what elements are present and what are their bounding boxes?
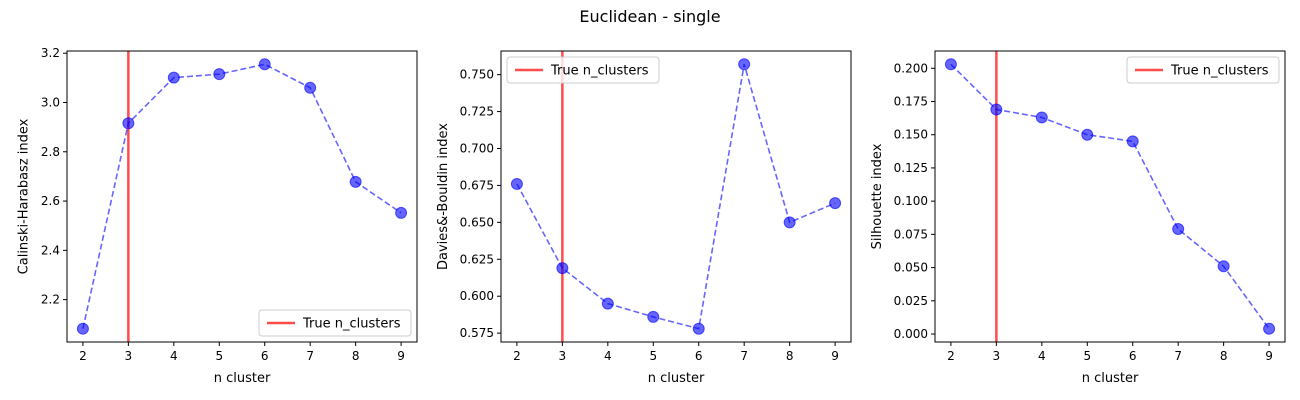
- x-tick-label: 6: [695, 349, 703, 363]
- x-tick-label: 7: [306, 349, 314, 363]
- x-tick-label: 8: [786, 349, 794, 363]
- legend: True n_clusters: [506, 56, 660, 84]
- data-point: [1263, 322, 1276, 335]
- legend-box: [258, 309, 412, 337]
- data-point: [213, 68, 226, 81]
- x-tick-label: 9: [1265, 349, 1273, 363]
- plot-area-frame: [66, 50, 418, 343]
- data-point: [738, 58, 751, 71]
- x-axis-label: n cluster: [648, 371, 705, 386]
- y-tick-label: 0.700: [460, 141, 494, 155]
- y-axis-label: Davies&-Bouldin index: [436, 123, 451, 270]
- x-tick-label: 3: [125, 349, 133, 363]
- x-tick-label: 7: [740, 349, 748, 363]
- plot-area-frame: [934, 50, 1286, 343]
- x-tick-label: 6: [1129, 349, 1137, 363]
- x-axis-label: n cluster: [1082, 371, 1139, 386]
- x-tick-label: 7: [1174, 349, 1182, 363]
- data-point: [304, 81, 317, 94]
- y-tick-label: 0.650: [460, 215, 494, 229]
- data-point: [1035, 111, 1048, 124]
- x-tick-label: 3: [559, 349, 567, 363]
- legend-box: [1126, 56, 1280, 84]
- x-tick-label: 5: [649, 349, 657, 363]
- x-tick-label: 9: [831, 349, 839, 363]
- series-line: [950, 63, 1270, 330]
- y-tick-label: 0.100: [894, 194, 928, 208]
- y-tick-label: 2.2: [41, 293, 60, 307]
- y-tick-label: 0.675: [460, 178, 494, 192]
- x-tick-label: 2: [947, 349, 955, 363]
- y-tick-label: 0.175: [894, 94, 928, 108]
- data-point: [556, 262, 569, 275]
- data-point: [349, 175, 362, 188]
- series-line: [516, 64, 836, 330]
- data-point: [258, 58, 271, 71]
- series-line: [82, 63, 402, 329]
- data-point: [1081, 128, 1094, 141]
- x-tick-label: 8: [1220, 349, 1228, 363]
- y-tick-label: 0.625: [460, 252, 494, 266]
- data-point: [783, 216, 796, 229]
- x-tick-label: 3: [993, 349, 1001, 363]
- x-tick-label: 5: [1083, 349, 1091, 363]
- data-point: [395, 206, 408, 219]
- data-point: [510, 177, 523, 190]
- y-tick-label: 3.0: [41, 95, 60, 109]
- y-axis-label: Calinski-Harabasz index: [16, 118, 31, 274]
- y-tick-label: 0.150: [894, 128, 928, 142]
- y-tick-label: 0.575: [460, 326, 494, 340]
- data-point: [167, 71, 180, 84]
- chart-panel-1: 2 3 4 5 6 7 8 9 2.2 2.4 2.6 2.8 3.0 3.2 n cluster Calin…: [16, 46, 418, 386]
- y-tick-label: 0.750: [460, 68, 494, 82]
- data-point: [990, 103, 1003, 116]
- figure-suptitle: Euclidean - single: [579, 7, 720, 26]
- y-tick-label: 0.075: [894, 227, 928, 241]
- y-tick-label: 0.125: [894, 161, 928, 175]
- data-point: [1172, 223, 1185, 236]
- legend: True n_clusters: [1126, 56, 1280, 84]
- x-tick-label: 4: [170, 349, 178, 363]
- data-point: [829, 197, 842, 210]
- x-tick-label: 8: [352, 349, 360, 363]
- chart-panel-3: 2 3 4 5 6 7 8 9 0.000 0.025 0.050 0.075 0.100 0.125 0.…: [870, 50, 1286, 386]
- legend-label: True n_clusters: [550, 64, 649, 79]
- data-point: [944, 58, 957, 71]
- y-tick-label: 0.050: [894, 261, 928, 275]
- data-point: [1126, 135, 1139, 148]
- data-point: [122, 117, 135, 130]
- x-tick-label: 6: [261, 349, 269, 363]
- y-tick-label: 0.600: [460, 289, 494, 303]
- x-axis-label: n cluster: [214, 371, 271, 386]
- y-tick-label: 0.725: [460, 105, 494, 119]
- legend: True n_clusters: [258, 309, 412, 337]
- y-axis-label: Silhouette index: [870, 143, 885, 249]
- y-tick-label: 2.8: [41, 145, 60, 159]
- legend-label: True n_clusters: [302, 317, 401, 332]
- data-point: [601, 297, 614, 310]
- y-tick-label: 0.025: [894, 294, 928, 308]
- legend-box: [506, 56, 660, 84]
- x-tick-label: 2: [513, 349, 521, 363]
- y-tick-label: 0.200: [894, 61, 928, 75]
- data-point: [76, 322, 89, 335]
- plot-area-frame: [500, 50, 852, 343]
- y-tick-label: 2.4: [41, 243, 60, 257]
- y-tick-label: 2.6: [41, 194, 60, 208]
- data-point: [1217, 260, 1230, 273]
- x-tick-label: 4: [604, 349, 612, 363]
- chart-panel-2: 2 3 4 5 6 7 8 9 0.575 0.600 0.625 0.650 0.675 0.700 0.…: [436, 50, 852, 386]
- data-point: [647, 310, 660, 323]
- x-tick-label: 2: [79, 349, 87, 363]
- legend-label: True n_clusters: [1170, 64, 1269, 79]
- data-point: [692, 322, 705, 335]
- y-tick-label: 0.000: [894, 327, 928, 341]
- y-tick-label: 3.2: [41, 46, 60, 60]
- x-tick-label: 4: [1038, 349, 1046, 363]
- x-tick-label: 5: [215, 349, 223, 363]
- x-tick-label: 9: [397, 349, 405, 363]
